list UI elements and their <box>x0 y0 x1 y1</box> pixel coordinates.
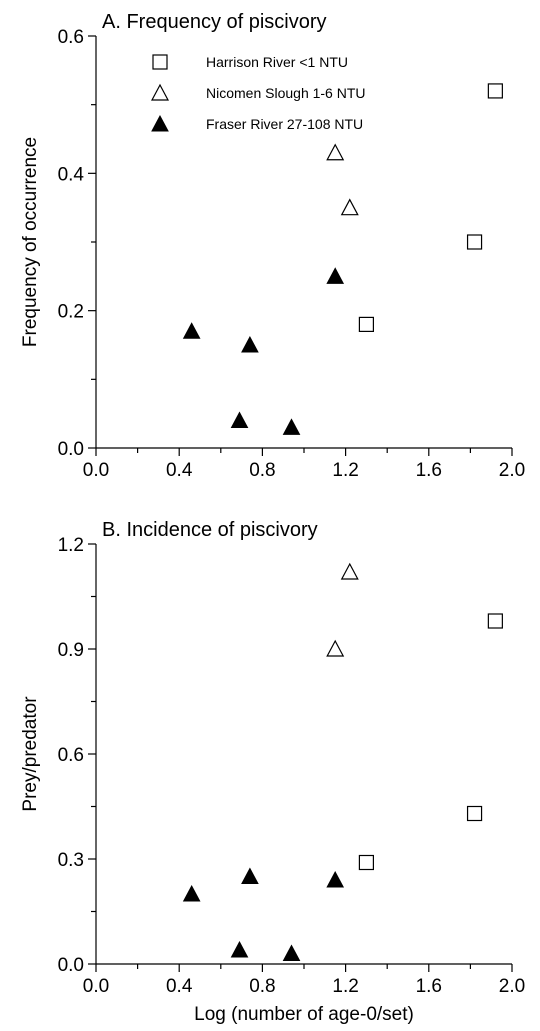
panel-b-x-tick-label: 1.2 <box>332 976 358 997</box>
panel-b-point-series-3 <box>182 884 201 902</box>
legend-label-series-3: Fraser River 27-108 NTU <box>206 116 363 132</box>
legend-label-series-1: Harrison River <1 NTU <box>206 54 348 70</box>
panel-b-y-tick-label: 0.6 <box>58 745 84 766</box>
legend-label-series-2: Nicomen Slough 1-6 NTU <box>206 85 366 101</box>
panel-b-x-tick-label: 1.6 <box>416 976 442 997</box>
panel-b-x-tick-label: 0.8 <box>249 976 275 997</box>
panel-a-y-tick-label: 0.6 <box>58 27 84 48</box>
panel-a-y-tick-label: 0.4 <box>58 164 85 185</box>
panel-b-point-series-3 <box>282 944 301 961</box>
legend-marker-series-3 <box>151 114 169 132</box>
panel-b-y-tick-label: 0.9 <box>58 640 84 661</box>
legend-marker-series-1 <box>152 54 168 70</box>
panel-a-x-tick-label: 1.2 <box>332 460 358 481</box>
panel-a-x-tick-label: 1.6 <box>416 460 442 481</box>
panel-b-point-series-2 <box>340 562 359 580</box>
panel-a-point-series-2 <box>326 143 345 161</box>
panel-b-y-axis-title: Prey/predator <box>20 696 41 812</box>
panel-b-y-tick-label: 0.3 <box>58 850 84 871</box>
panel-a-y-tick-label: 0.0 <box>58 439 84 460</box>
panel-b-point-series-3 <box>326 870 345 888</box>
panel-a-point-series-3 <box>241 335 259 353</box>
panel-b-point-series-1 <box>487 613 503 629</box>
panel-b-x-tick-label: 0.0 <box>83 976 109 997</box>
panel-a-y-tick-label: 0.2 <box>58 302 84 323</box>
panel-b-title: B. Incidence of piscivory <box>102 519 318 541</box>
panel-b-y-tick-label: 0.0 <box>58 955 84 976</box>
panel-b-point-series-2 <box>326 639 345 657</box>
panel-a-point-series-1 <box>358 316 374 332</box>
panel-a-point-series-3 <box>326 267 345 284</box>
panel-b-point-series-3 <box>230 940 249 958</box>
panel-a-point-series-1 <box>466 234 483 250</box>
panel-b-point-series-1 <box>466 805 483 822</box>
panel-a-point-series-1 <box>487 83 503 99</box>
panel-a-point-series-2 <box>340 198 359 216</box>
panel-a-x-tick-label: 0.8 <box>249 460 275 481</box>
panel-a-title: A. Frequency of piscivory <box>102 11 327 33</box>
panel-a-y-axis-title: Frequency of occurrence <box>20 137 41 347</box>
panel-a-x-tick-label: 2.0 <box>499 460 525 481</box>
panel-b-x-tick-label: 2.0 <box>499 976 525 997</box>
panel-b-y-tick-label: 1.2 <box>58 535 84 556</box>
panel-b-x-tick-label: 0.4 <box>166 976 193 997</box>
panel-b-point-series-3 <box>241 867 259 884</box>
panel-b-point-series-1 <box>358 854 374 871</box>
panel-a-point-series-3 <box>282 418 301 435</box>
panel-b-x-axis-title: Log (number of age-0/set) <box>194 1004 414 1025</box>
panel-a-x-tick-label: 0.0 <box>83 460 109 481</box>
panel-a-point-series-3 <box>230 411 249 429</box>
legend-marker-series-2 <box>151 83 169 101</box>
panel-a-x-tick-label: 0.4 <box>166 460 193 481</box>
panel-a-point-series-3 <box>182 322 201 339</box>
